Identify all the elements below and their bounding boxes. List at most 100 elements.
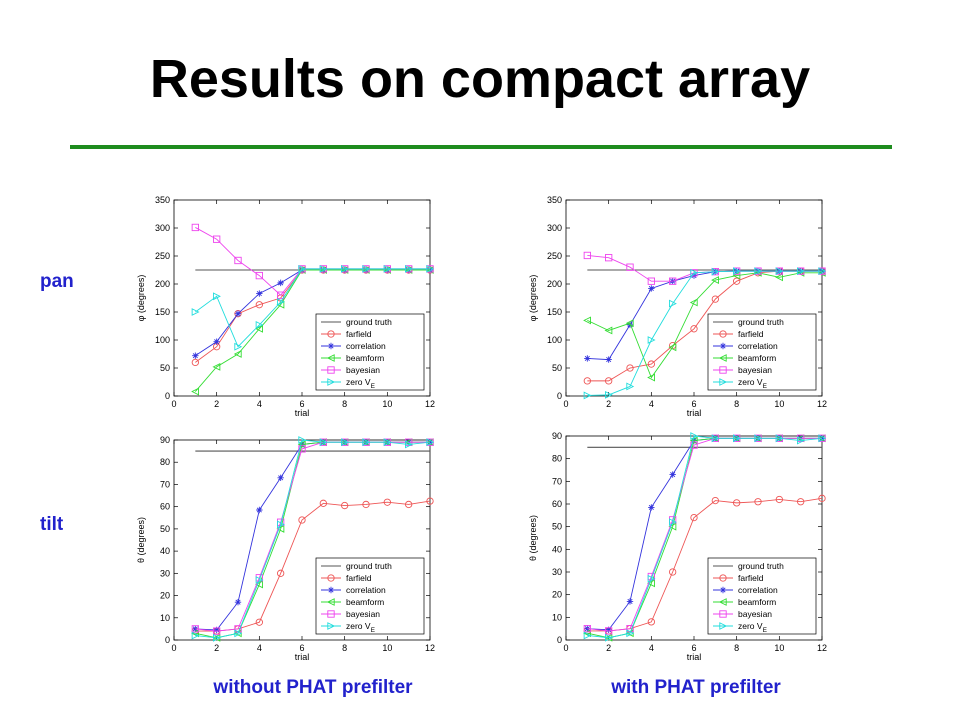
legend-label-bayesian: bayesian bbox=[346, 609, 380, 619]
legend-marker-beamform bbox=[718, 354, 727, 362]
y-tick-label: 70 bbox=[552, 476, 562, 486]
legend-label-correlation: correlation bbox=[738, 585, 778, 595]
legend-marker-beamform bbox=[326, 354, 335, 362]
point-zero-v bbox=[298, 436, 307, 444]
point-zero-v bbox=[754, 434, 763, 443]
legend-label-ground-truth: ground truth bbox=[346, 317, 392, 327]
x-tick-label: 6 bbox=[299, 399, 304, 409]
point-bayesian bbox=[605, 627, 613, 635]
point-zero-v bbox=[191, 631, 200, 640]
y-tick-label: 10 bbox=[552, 612, 562, 622]
point-zero-v bbox=[775, 267, 784, 276]
y-tick-label: 100 bbox=[547, 335, 562, 345]
point-zero-v bbox=[298, 264, 307, 273]
point-zero-v bbox=[690, 432, 699, 440]
legend-box bbox=[315, 557, 425, 635]
point-farfield bbox=[711, 295, 719, 303]
y-tick-label: 100 bbox=[155, 335, 170, 345]
point-farfield bbox=[690, 325, 698, 333]
point-bayesian bbox=[647, 277, 655, 285]
legend-marker-correlation bbox=[719, 586, 727, 594]
point-zero-v bbox=[797, 436, 805, 445]
point-correlation bbox=[277, 279, 284, 287]
chart-tilt-without-phat: 0 10 20 30 40 50 60 70 80 90 0 2 4 6 8 10 12 trial θ (degr… bbox=[136, 435, 435, 662]
point-zero-v bbox=[191, 308, 200, 316]
point-zero-v bbox=[733, 434, 741, 443]
point-zero-v bbox=[405, 264, 413, 273]
point-zero-v bbox=[605, 390, 613, 399]
point-correlation bbox=[648, 504, 655, 511]
legend-label-bayesian: bayesian bbox=[346, 365, 380, 375]
series-zero-v bbox=[583, 432, 827, 642]
point-zero-v bbox=[277, 520, 285, 529]
point-zero-v bbox=[383, 264, 392, 273]
y-tick-label: 250 bbox=[547, 251, 562, 261]
point-correlation bbox=[277, 474, 284, 481]
x-tick-label: 2 bbox=[606, 399, 611, 409]
legend-label-beamform: beamform bbox=[346, 353, 384, 363]
point-zero-v bbox=[383, 438, 392, 447]
point-bayesian bbox=[277, 291, 285, 299]
y-tick-label: 50 bbox=[552, 363, 562, 373]
point-farfield bbox=[647, 360, 655, 368]
y-tick-label: 80 bbox=[552, 454, 562, 464]
y-tick-label: 60 bbox=[160, 502, 170, 512]
point-correlation bbox=[234, 310, 242, 317]
legend-marker-farfield bbox=[327, 330, 335, 338]
x-tick-label: 4 bbox=[257, 399, 262, 409]
point-correlation bbox=[648, 285, 655, 292]
point-farfield bbox=[583, 377, 591, 385]
point-farfield bbox=[626, 364, 634, 372]
x-tick-label: 10 bbox=[382, 399, 392, 409]
y-tick-label: 90 bbox=[160, 435, 170, 445]
y-tick-label: 20 bbox=[552, 590, 562, 600]
legend: ground truth farfield correlation beamform b… bbox=[707, 557, 817, 635]
point-beamform bbox=[233, 350, 242, 358]
chart-tilt-with-phat: 0 10 20 30 40 50 60 70 80 90 0 2 4 6 8 10 12 trial θ (degr… bbox=[528, 431, 827, 662]
point-farfield bbox=[818, 494, 826, 502]
point-zero-v bbox=[669, 518, 677, 527]
point-zero-v bbox=[605, 633, 613, 642]
point-beamform bbox=[583, 316, 591, 325]
legend-label-zero-v: zero VE bbox=[346, 621, 376, 634]
y-tick-label: 0 bbox=[165, 391, 170, 401]
point-zero-v bbox=[754, 267, 763, 276]
y-axis-label: φ (degrees) bbox=[528, 275, 538, 322]
point-farfield bbox=[426, 497, 434, 505]
series-zero-v bbox=[191, 264, 435, 351]
point-zero-v bbox=[255, 320, 264, 329]
legend-marker-farfield bbox=[327, 574, 335, 582]
point-farfield bbox=[797, 498, 805, 506]
point-zero-v bbox=[818, 434, 827, 443]
point-correlation bbox=[584, 625, 591, 632]
point-correlation bbox=[192, 352, 199, 359]
point-bayesian bbox=[234, 256, 242, 265]
point-farfield bbox=[255, 301, 263, 309]
y-tick-label: 50 bbox=[160, 363, 170, 373]
point-farfield bbox=[711, 496, 719, 505]
y-axis-label: φ (degrees) bbox=[136, 275, 146, 322]
point-correlation bbox=[256, 290, 263, 297]
point-correlation bbox=[584, 355, 591, 362]
point-beamform bbox=[604, 326, 613, 335]
legend-marker-zero-v bbox=[327, 622, 336, 630]
point-bayesian bbox=[191, 625, 199, 633]
point-zero-v bbox=[711, 267, 720, 276]
point-zero-v bbox=[341, 264, 349, 273]
point-beamform bbox=[625, 319, 634, 328]
legend-label-zero-v: zero VE bbox=[346, 377, 376, 390]
point-beamform bbox=[212, 362, 221, 371]
point-correlation bbox=[213, 626, 220, 634]
point-farfield bbox=[669, 568, 677, 576]
x-tick-label: 4 bbox=[649, 643, 654, 653]
point-correlation bbox=[669, 471, 676, 478]
point-zero-v bbox=[405, 440, 413, 449]
y-tick-label: 200 bbox=[547, 279, 562, 289]
x-axis-label: trial bbox=[687, 408, 702, 418]
y-tick-label: 40 bbox=[160, 546, 170, 556]
x-tick-label: 2 bbox=[606, 643, 611, 653]
x-tick-label: 10 bbox=[774, 643, 784, 653]
point-zero-v bbox=[626, 629, 635, 638]
point-beamform bbox=[647, 579, 655, 588]
point-zero-v bbox=[255, 576, 264, 584]
